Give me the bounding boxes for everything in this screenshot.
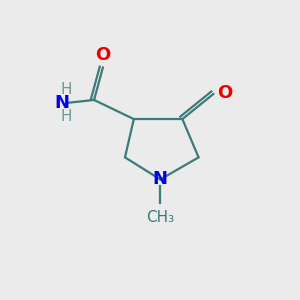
Text: O: O (217, 84, 232, 102)
Text: N: N (153, 170, 168, 188)
Text: N: N (54, 94, 69, 112)
Text: H: H (60, 109, 72, 124)
Text: H: H (60, 82, 72, 97)
Text: O: O (95, 46, 110, 64)
Text: CH₃: CH₃ (146, 210, 174, 225)
